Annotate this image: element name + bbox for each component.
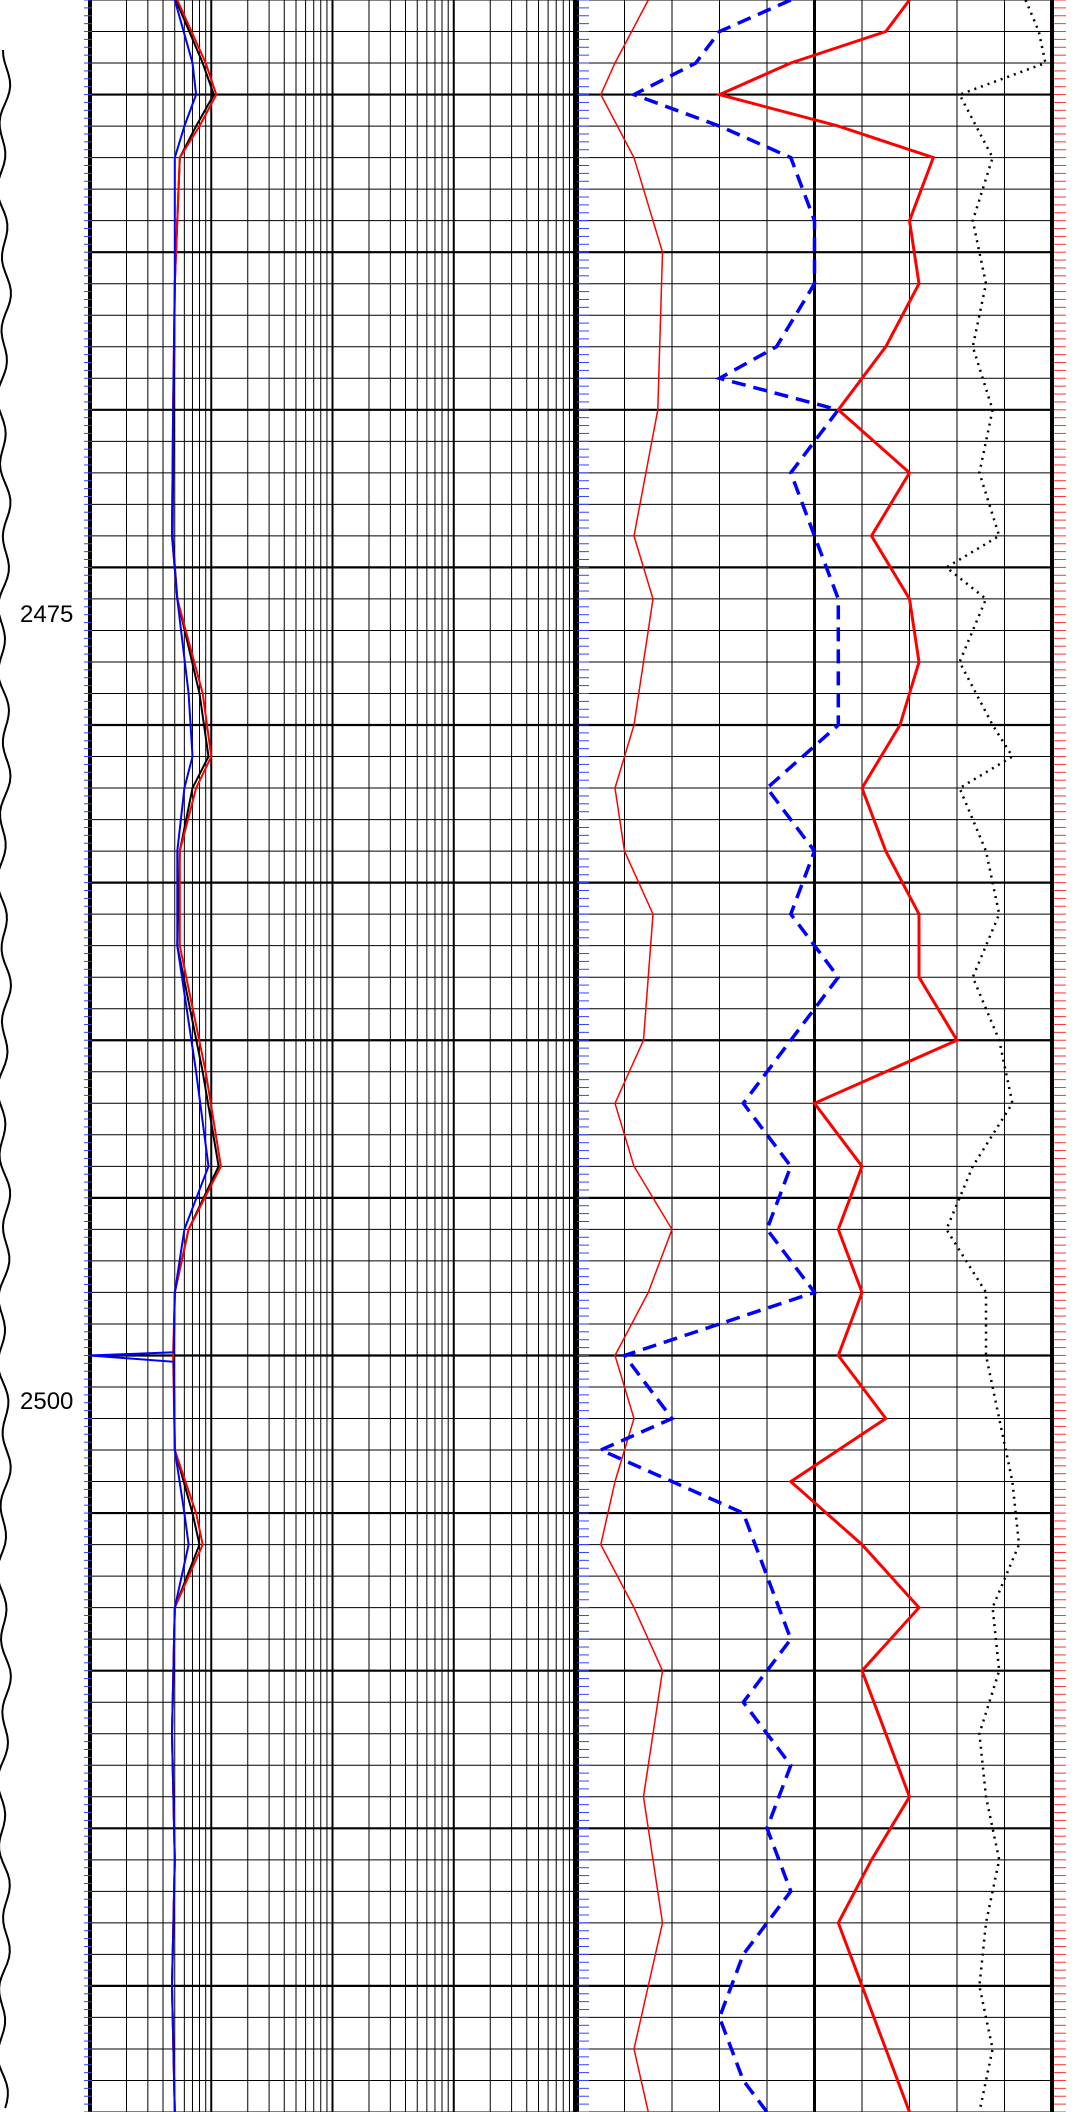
log-curve [89,0,210,2112]
log-curve [714,0,960,2112]
log-curve [944,0,1047,2112]
core-trace-line [0,49,13,2109]
log-curves [89,0,1047,2112]
log-curve [170,0,222,2112]
depth-tick-label: 2475 [20,601,73,628]
log-curve [596,0,842,2112]
log-curve [599,0,673,2112]
track-grid [84,0,1066,2112]
core-image-trace [0,49,13,2109]
depth-tick-label: 2500 [20,1388,73,1415]
depth-axis: 2475 2500 [20,601,73,1415]
